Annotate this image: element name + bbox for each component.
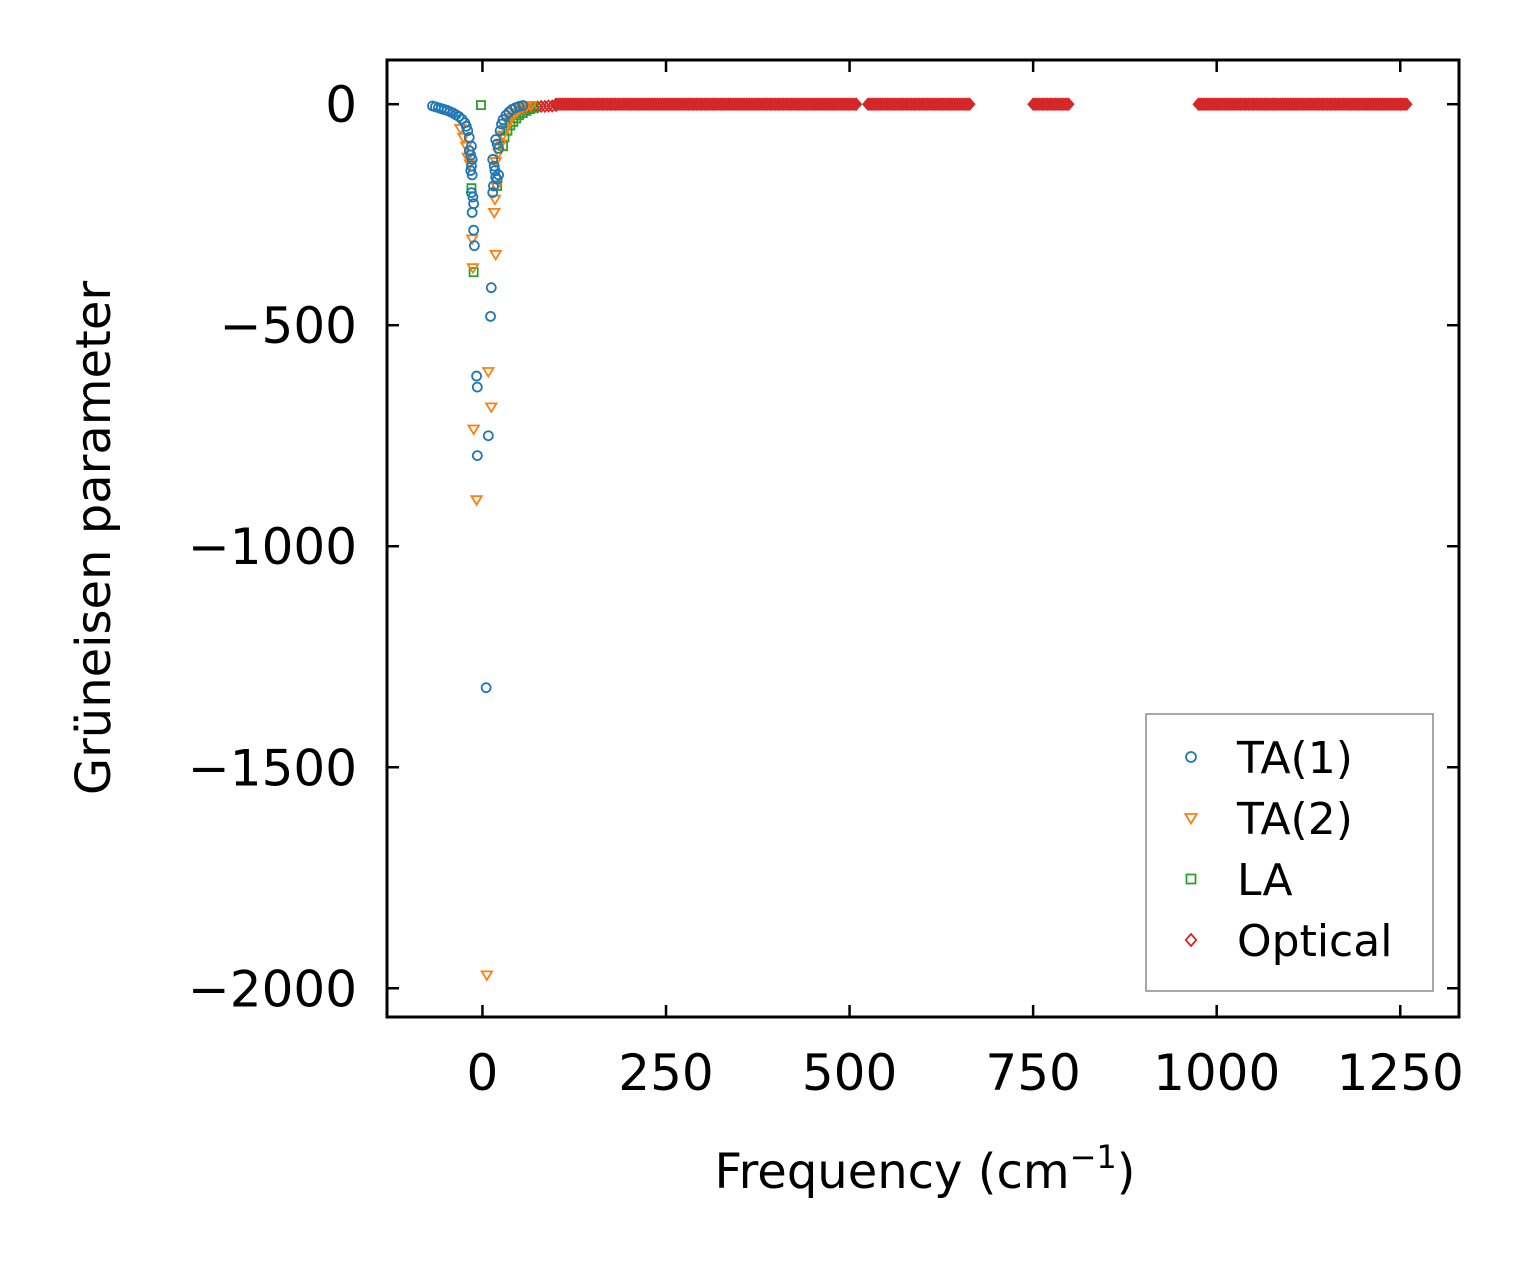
series-ta-2 [453, 101, 538, 982]
optical-point [1061, 97, 1073, 111]
data-point [487, 154, 499, 165]
x-tick-label: 1000 [1153, 1044, 1280, 1102]
data-point [481, 367, 496, 379]
data-point [487, 187, 499, 199]
data-point [468, 267, 479, 278]
optical-point [958, 97, 971, 111]
data-point [484, 402, 499, 414]
legend-marker [1184, 932, 1198, 948]
data-point [466, 263, 480, 275]
legend-label: TA(2) [1236, 794, 1353, 845]
x-tick-label: 500 [802, 1044, 897, 1102]
data-point [469, 495, 484, 507]
data-point [460, 152, 475, 164]
data-point [466, 207, 478, 218]
data-point [494, 125, 506, 137]
optical-point [1395, 97, 1408, 111]
series-ta-1 [427, 100, 529, 694]
x-tick-label: 0 [467, 1044, 499, 1102]
data-point [468, 198, 480, 210]
axis-ticks: 0 250 500 750 1000 1250 0 −500 −1000 −1500 −2000 [188, 60, 1464, 1102]
plot-frame [385, 58, 1461, 1019]
data-point [546, 99, 559, 113]
y-tick-label: −1500 [188, 739, 357, 797]
data-point [524, 101, 538, 113]
data-point [468, 240, 480, 252]
data-point [471, 370, 482, 382]
optical-point [963, 97, 976, 111]
y-tick-label: −500 [220, 297, 357, 355]
optical-point [1057, 97, 1070, 111]
optical-point [1400, 97, 1413, 111]
optical-point [850, 97, 863, 111]
data-point [485, 282, 497, 294]
optical-point [845, 97, 858, 111]
data-point [480, 970, 494, 982]
data-point [471, 450, 483, 462]
legend-label: TA(1) [1236, 733, 1353, 784]
optical-point [960, 97, 973, 111]
optical-point [962, 97, 975, 111]
data-point [549, 98, 562, 113]
optical-point [847, 97, 860, 111]
legend: TA(1) TA(2) LA Optical [1145, 713, 1434, 992]
data-point [488, 194, 502, 206]
legend-label: LA [1237, 855, 1293, 906]
legend-marker [1185, 873, 1197, 885]
optical-point [1399, 97, 1412, 111]
x-tick-label: 250 [618, 1044, 713, 1102]
y-axis-title: Grüneisen parameter [66, 281, 122, 796]
data-point [466, 424, 481, 436]
data-point [493, 143, 505, 154]
data-point [471, 381, 483, 393]
data-point [487, 207, 501, 220]
data-point [488, 249, 503, 262]
data-point [462, 125, 474, 137]
optical-point [848, 97, 861, 111]
x-tick-label: 1250 [1337, 1044, 1464, 1102]
legend-marker [1185, 751, 1197, 763]
y-tick-label: −1000 [188, 518, 357, 576]
legend-label: Optical [1237, 916, 1392, 967]
data-point [488, 160, 500, 172]
data-point [466, 154, 478, 165]
data-point [480, 682, 492, 694]
data-point [453, 111, 465, 122]
legend-marker [1183, 813, 1199, 826]
optical-point [1397, 97, 1410, 111]
data-point [468, 224, 480, 236]
data-point [476, 100, 486, 111]
optical-point [1059, 97, 1072, 111]
series-optical [513, 97, 1413, 117]
data-point [488, 180, 499, 192]
data-point [482, 430, 494, 442]
data-point [466, 169, 478, 181]
x-tick-label: 750 [985, 1044, 1080, 1102]
data-point [493, 169, 505, 181]
data-points [427, 97, 1413, 982]
data-point [485, 310, 496, 322]
data-point [467, 191, 479, 203]
y-tick-label: −2000 [188, 960, 357, 1018]
y-tick-label: 0 [325, 76, 357, 134]
legend-box [1145, 713, 1434, 992]
data-point [500, 109, 512, 121]
x-axis-title: Frequency (cm−1) [714, 1138, 1135, 1200]
data-point [465, 234, 479, 246]
data-point [517, 100, 529, 111]
data-point [491, 148, 506, 160]
optical-point [1062, 97, 1075, 111]
